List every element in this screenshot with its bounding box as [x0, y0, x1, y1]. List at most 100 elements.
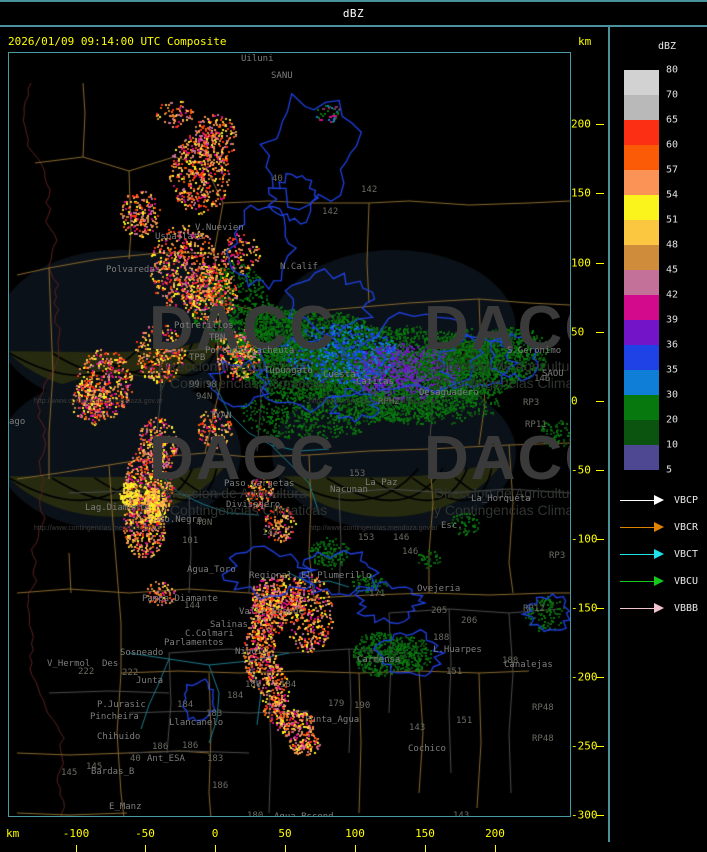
- arrow-head: [654, 549, 664, 559]
- y-axis-tick-label: 100: [571, 256, 591, 270]
- y-axis-tick-mark: [596, 332, 604, 333]
- arrow-shaft: [620, 553, 660, 555]
- arrow-legend-row[interactable]: VBCR: [618, 514, 707, 541]
- y-axis-tick-mark: [596, 539, 604, 540]
- colorbar-tick: 36: [666, 339, 679, 351]
- x-axis-tick-label: 50: [278, 827, 292, 840]
- arrow-legend-row[interactable]: VBCU: [618, 568, 707, 595]
- radar-echo-canvas: [9, 53, 570, 816]
- arrow-legend-row[interactable]: VBBB: [618, 595, 707, 622]
- x-axis-tick-mark: [145, 845, 146, 852]
- colorbar-tick: 48: [666, 239, 679, 251]
- x-axis-tick-mark: [425, 845, 426, 852]
- colorbar-tick: 39: [666, 314, 679, 326]
- arrow-legend-row[interactable]: VBCP: [618, 487, 707, 514]
- colorbar-tick: 80: [666, 64, 679, 76]
- x-axis-tick-label: 100: [345, 827, 365, 840]
- colorbar-swatch[interactable]: [624, 70, 659, 95]
- colorbar-swatch[interactable]: [624, 170, 659, 195]
- arrow-icon: [618, 548, 670, 562]
- x-axis-tick-mark: [76, 845, 77, 852]
- y-axis-tick-label: 0: [571, 394, 578, 408]
- y-axis-tick-mark: [596, 815, 604, 816]
- window-title-bar: dBZ: [0, 0, 707, 27]
- x-axis-tick-label: 150: [415, 827, 435, 840]
- colorbar-swatch[interactable]: [624, 120, 659, 145]
- arrow-shaft: [620, 607, 660, 609]
- colorbar-swatch[interactable]: [624, 220, 659, 245]
- y-axis-tick-label: -150: [571, 601, 598, 615]
- y-axis-tick-mark: [596, 124, 604, 125]
- colorbar-swatch[interactable]: [624, 295, 659, 320]
- colorbar-tick: 20: [666, 414, 679, 426]
- colorbar-swatch[interactable]: [624, 420, 659, 445]
- colorbar-swatch[interactable]: [624, 320, 659, 345]
- colorbar-swatch[interactable]: [624, 195, 659, 220]
- colorbar-swatch[interactable]: [624, 145, 659, 170]
- y-axis-tick-label: -50: [571, 463, 591, 477]
- x-axis-tick-label: -50: [135, 827, 155, 840]
- x-axis-tick-mark: [495, 845, 496, 852]
- arrow-legend-label: VBCR: [674, 522, 699, 533]
- colorbar-tick: 65: [666, 114, 679, 126]
- arrow-shaft: [620, 580, 660, 582]
- y-axis-unit-label: km: [578, 35, 592, 48]
- colorbar-tick: 5: [666, 464, 673, 476]
- radar-plot-panel: 2026/01/09 09:14:00 UTC Composite km DAC…: [0, 27, 608, 852]
- colorbar-tick: 51: [666, 214, 679, 226]
- colorbar-tick: 30: [666, 389, 679, 401]
- arrow-head: [654, 576, 664, 586]
- arrow-legend-label: VBCT: [674, 549, 699, 560]
- arrow-legend-row[interactable]: VBCT: [618, 541, 707, 568]
- y-axis-tick-label: -200: [571, 670, 598, 684]
- y-axis-tick-label: -250: [571, 739, 598, 753]
- colorbar-tick: 42: [666, 289, 679, 301]
- y-axis-tick-label: 50: [571, 325, 585, 339]
- x-axis-tick-mark: [215, 845, 216, 852]
- y-axis-tick-mark: [596, 608, 604, 609]
- colorbar-swatch[interactable]: [624, 445, 659, 470]
- arrow-legend-label: VBCP: [674, 495, 699, 506]
- colorbar-swatch[interactable]: [624, 345, 659, 370]
- y-axis-tick-mark: [596, 470, 604, 471]
- colorbar-swatch[interactable]: [624, 245, 659, 270]
- x-axis-tick-label: 200: [485, 827, 505, 840]
- colorbar-tick: 57: [666, 164, 679, 176]
- y-axis-tick-label: -100: [571, 532, 598, 546]
- y-axis-tick-mark: [596, 193, 604, 194]
- arrow-head: [654, 495, 664, 505]
- x-axis-tick-mark: [285, 845, 286, 852]
- x-axis-tick-mark: [355, 845, 356, 852]
- y-axis-tick-mark: [596, 746, 604, 747]
- y-axis-tick-mark: [596, 677, 604, 678]
- colorbar-swatch[interactable]: [624, 95, 659, 120]
- colorbar-tick: 54: [666, 189, 679, 201]
- y-axis-tick-label: -300: [571, 808, 598, 822]
- dbz-colorbar[interactable]: [624, 70, 659, 470]
- arrow-icon: [618, 602, 670, 616]
- y-axis-tick-mark: [596, 401, 604, 402]
- colorbar-title: dBZ: [658, 41, 677, 52]
- arrow-icon: [618, 521, 670, 535]
- arrow-legend-label: VBBB: [674, 603, 699, 614]
- x-axis-title: km: [6, 827, 20, 840]
- colorbar-tick: 10: [666, 439, 679, 451]
- radar-map-canvas: [9, 53, 570, 816]
- radar-map-frame[interactable]: DACCDACCDACCDACCDireccion de Agricultura…: [8, 52, 571, 817]
- arrow-legend-label: VBCU: [674, 576, 699, 587]
- vector-arrow-legend: VBCP VBCR VBCT VBCU VBBB: [618, 487, 707, 622]
- colorbar-swatch[interactable]: [624, 270, 659, 295]
- window-title: dBZ: [342, 7, 365, 20]
- y-axis-tick-mark: [596, 263, 604, 264]
- arrow-icon: [618, 494, 670, 508]
- colorbar-swatch[interactable]: [624, 395, 659, 420]
- arrow-shaft: [620, 499, 660, 501]
- colorbar-tick: 70: [666, 89, 679, 101]
- y-axis-tick-label: 150: [571, 186, 591, 200]
- x-axis-tick-label: -100: [62, 827, 90, 840]
- timestamp-label: 2026/01/09 09:14:00 UTC Composite: [8, 35, 227, 48]
- colorbar-tick: 35: [666, 364, 679, 376]
- colorbar-tick: 60: [666, 139, 679, 151]
- colorbar-swatch[interactable]: [624, 370, 659, 395]
